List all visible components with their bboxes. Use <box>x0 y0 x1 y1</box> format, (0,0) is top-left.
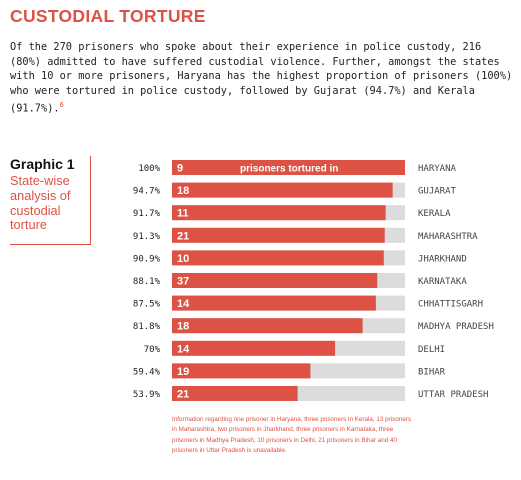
count-label: 18 <box>177 321 189 333</box>
percent-label: 59.4% <box>133 367 161 377</box>
percent-label: 90.9% <box>133 254 161 264</box>
percent-label: 94.7% <box>133 187 161 197</box>
count-label: 21 <box>177 389 189 401</box>
bar <box>172 182 393 198</box>
category-label: MADHYA PRADESH <box>418 322 494 332</box>
count-label: 14 <box>177 298 190 310</box>
category-label: CHHATTISGARH <box>418 300 483 310</box>
category-label: BIHAR <box>418 367 446 377</box>
bar <box>172 250 384 266</box>
chart-note: Information regarding one prisoner in Ha… <box>172 416 412 454</box>
percent-label: 100% <box>138 164 160 174</box>
bar <box>172 363 311 379</box>
bar <box>172 295 376 311</box>
percent-label: 70% <box>144 345 161 355</box>
bar <box>172 273 378 288</box>
bar <box>172 340 336 356</box>
bar-label-title: prisoners tortured in <box>240 164 338 175</box>
count-label: 18 <box>177 185 189 197</box>
category-label: JHARKHAND <box>418 254 467 264</box>
category-label: HARYANA <box>418 164 457 174</box>
intro-paragraph: Of the 270 prisoners who spoke about the… <box>10 40 515 116</box>
bar <box>172 318 363 334</box>
percent-label: 53.9% <box>133 390 161 400</box>
bar <box>172 386 298 401</box>
percent-label: 88.1% <box>133 277 161 287</box>
count-label: 14 <box>177 343 190 355</box>
category-label: UTTAR PRADESH <box>418 390 488 400</box>
percent-label: 87.5% <box>133 300 161 310</box>
footnote-marker: 6 <box>59 101 64 110</box>
category-label: MAHARASHTRA <box>418 232 478 242</box>
count-label: 21 <box>177 230 189 242</box>
percent-label: 91.3% <box>133 232 161 242</box>
count-label: 10 <box>177 253 189 265</box>
graphic-number: Graphic 1 <box>10 156 75 172</box>
bar <box>172 160 405 175</box>
count-label: 11 <box>177 208 189 220</box>
category-label: DELHI <box>418 345 445 355</box>
count-label: 37 <box>177 276 189 288</box>
intro-text: Of the 270 prisoners who spoke about the… <box>10 41 513 115</box>
category-label: KARNATAKA <box>418 277 467 287</box>
count-label: 19 <box>177 366 189 378</box>
bar <box>172 227 385 243</box>
page-title: CUSTODIAL TORTURE <box>10 6 206 26</box>
percent-label: 91.7% <box>133 209 161 219</box>
count-label: 9 <box>177 163 183 175</box>
bar <box>172 205 386 221</box>
graphic-subtitle: State-wise analysis of custodial torture <box>10 173 71 233</box>
graphic-title-frame <box>10 156 91 245</box>
percent-label: 81.8% <box>133 322 161 332</box>
category-label: GUJARAT <box>418 187 457 197</box>
category-label: KERALA <box>418 209 451 219</box>
